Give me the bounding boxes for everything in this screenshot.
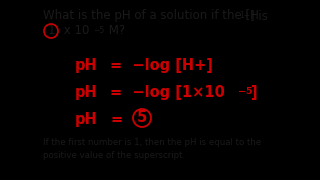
Text: 1: 1: [47, 24, 55, 37]
Text: =: =: [110, 112, 122, 127]
Text: If the first number is 1, then the pH is equal to the
positive value of the supe: If the first number is 1, then the pH is…: [43, 138, 261, 159]
Text: 1+: 1+: [239, 11, 250, 20]
Text: x 10: x 10: [60, 24, 89, 37]
Text: pH: pH: [75, 58, 98, 73]
Text: pH: pH: [75, 85, 98, 100]
Text: ] is: ] is: [250, 9, 268, 22]
Text: pH: pH: [75, 112, 98, 127]
Text: 5: 5: [137, 110, 147, 125]
Text: =  −log [1×10: = −log [1×10: [110, 85, 225, 100]
Text: −5: −5: [93, 26, 104, 35]
Text: M?: M?: [105, 24, 125, 37]
Text: What is the pH of a solution if the [H: What is the pH of a solution if the [H: [43, 9, 259, 22]
Text: ]: ]: [251, 85, 258, 100]
Text: −5: −5: [238, 87, 252, 96]
Text: =  −log [H+]: = −log [H+]: [110, 58, 213, 73]
